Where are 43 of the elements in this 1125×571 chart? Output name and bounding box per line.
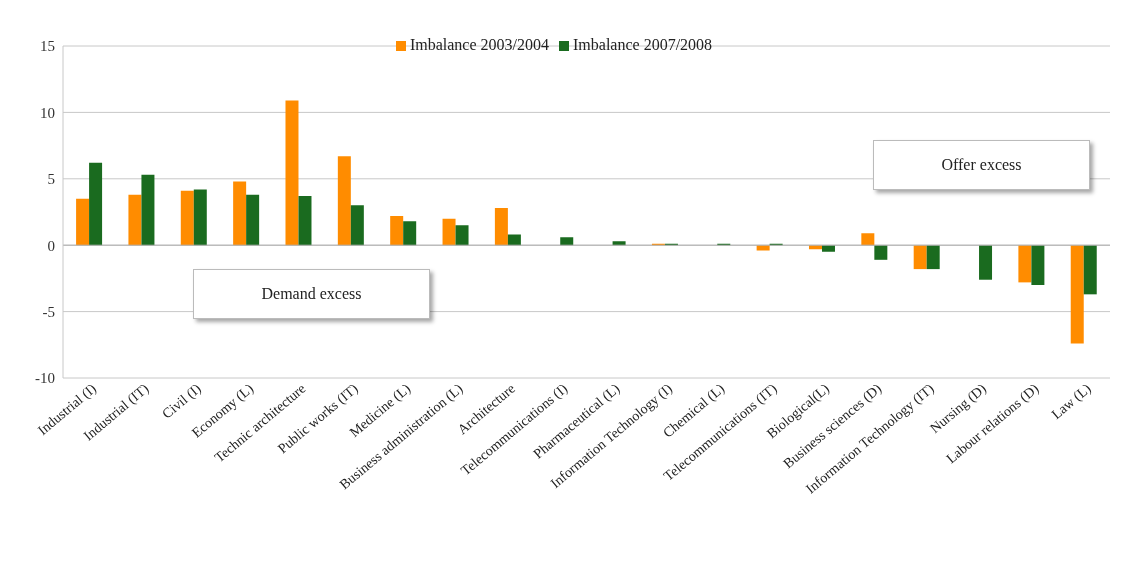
- bar: [926, 245, 940, 270]
- legend-label: Imbalance 2007/2008: [573, 36, 713, 53]
- y-tick-label: -10: [35, 370, 55, 387]
- bar: [193, 189, 207, 246]
- legend-label: Imbalance 2003/2004: [409, 36, 549, 53]
- bar: [141, 174, 155, 246]
- bar: [507, 234, 521, 246]
- bar: [233, 181, 247, 246]
- note-box: Demand excess: [193, 268, 430, 319]
- bar: [861, 233, 875, 246]
- bar: [390, 215, 404, 246]
- bar: [76, 198, 90, 246]
- bar: [455, 225, 469, 246]
- bar: [89, 162, 103, 246]
- y-tick-label: 15: [40, 38, 55, 55]
- bar: [979, 245, 993, 280]
- bar: [442, 218, 456, 246]
- bar: [403, 221, 417, 246]
- bar: [756, 245, 770, 251]
- bar: [1031, 245, 1045, 286]
- y-tick-label: 0: [47, 237, 55, 254]
- bar: [350, 205, 364, 246]
- bar: [1018, 245, 1032, 283]
- bar: [560, 237, 574, 246]
- bar: [246, 194, 260, 246]
- bar: [821, 245, 835, 252]
- y-tick-label: -5: [42, 303, 55, 320]
- bar: [1070, 245, 1084, 344]
- x-tick-label: Civil (I): [159, 380, 205, 423]
- bar: [874, 245, 888, 260]
- y-tick-label: 5: [47, 171, 55, 188]
- bar: [337, 156, 351, 246]
- bar: [494, 208, 508, 246]
- bar: [298, 196, 312, 246]
- x-tick-label: Law (L): [1048, 380, 1095, 423]
- bar: [285, 100, 299, 246]
- bar: [180, 190, 194, 246]
- bar: [1083, 245, 1097, 295]
- bar: [913, 245, 927, 270]
- y-tick-label: 10: [40, 104, 55, 121]
- bar: [128, 194, 142, 246]
- note-box: Offer excess: [873, 139, 1090, 190]
- bar: [612, 241, 626, 246]
